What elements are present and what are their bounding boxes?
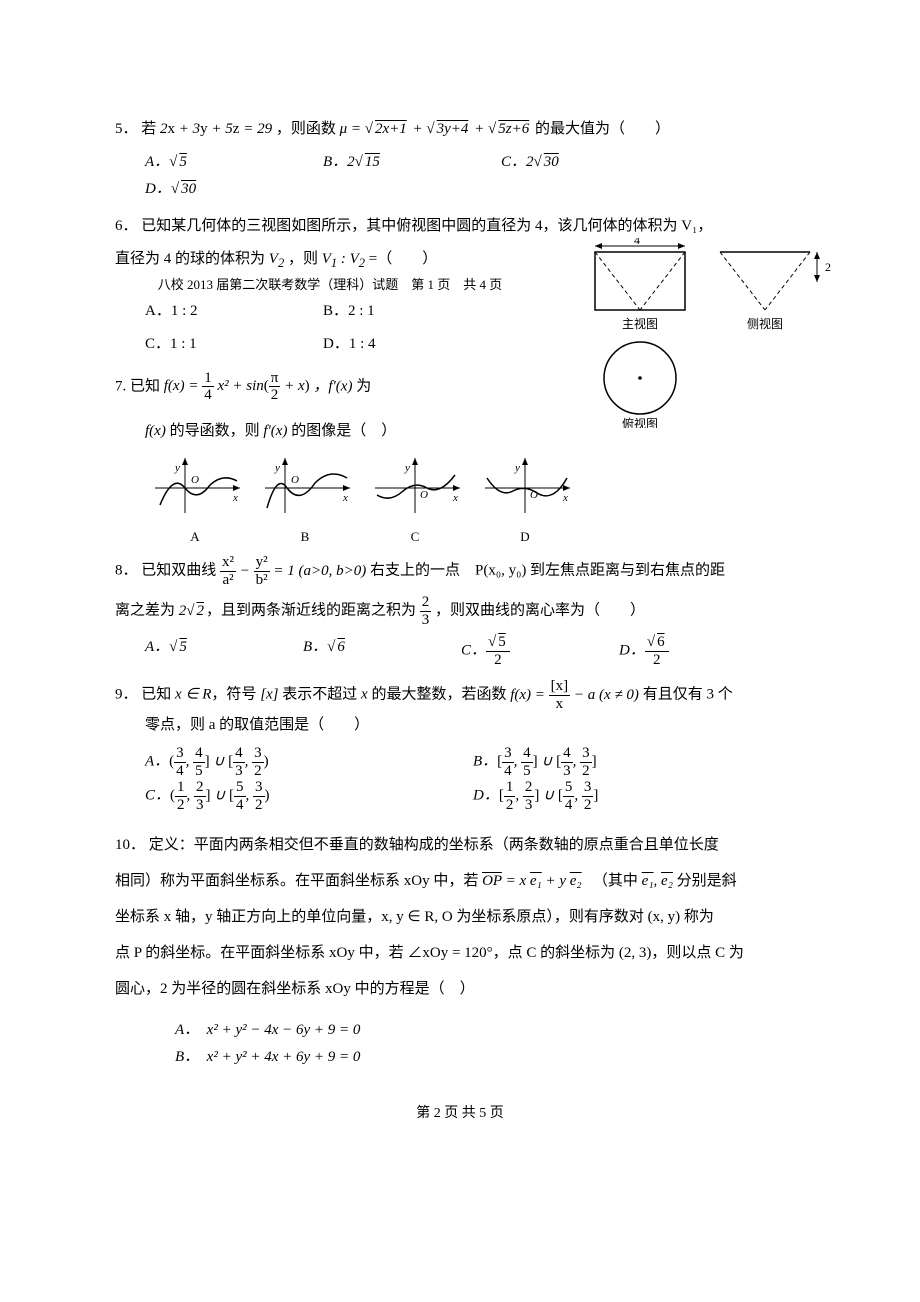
q9-C: C．(12, 23] ∪ [54, 32) [145,779,473,813]
q5-stem-post: 的最大值为（ ） [535,121,670,137]
question-6: 6． 已知某几何体的三视图如图所示，其中俯视图中圆的直径为 4，该几何体的体积为… [115,213,805,240]
q7-graph-C: y O x C [365,453,465,548]
q9-B: B．[34, 45] ∪ [43, 32] [473,745,801,779]
q10-op: OP = x e₁ + y e₂ [482,873,582,889]
q5-A: A．√5 [145,149,323,176]
q10-A: A． x² + y² − 4x − 6y + 9 = 0 [175,1017,503,1044]
q5-stem-mid: ，则函数 [276,121,340,137]
q6-num: 6． [115,218,138,234]
top-label: 俯视图 [622,416,658,428]
q8-B: B．√6 [303,634,461,668]
svg-text:y: y [174,462,180,474]
q6-stem2c: =（ ） [369,251,437,267]
q7-A-label: A [145,525,245,548]
q6-stem2b: ，则 [288,251,322,267]
q7-C-label: C [365,525,465,548]
q9-c: 零点，则 a 的取值范围是（ ） [145,712,805,739]
q10-num: 10． [115,837,145,853]
q7-graph-D: y O x D [475,453,575,548]
q6-D: D．1 : 4 [323,331,501,358]
svg-text:y: y [514,462,520,474]
q5-B: B．2√15 [323,149,501,176]
q10-p2b: （其中 e₁, e₂ 分别是斜 [585,873,736,889]
q6-C: C．1 : 1 [145,331,323,358]
q9-options: A．(34, 45] ∪ [43, 32) B．[34, 45] ∪ [43, … [145,745,805,813]
q9-D: D．[12, 23] ∪ [54, 32] [473,779,801,813]
question-10: 10． 定义：平面内两条相交但不垂直的数轴构成的坐标系（两条数轴的原点重合且单位… [115,827,805,1007]
q5-mu: μ = √2x+1 + √3y+4 + √5z+6 [340,121,532,137]
q7-D-label: D [475,525,575,548]
question-5: 5． 若 2x + 3y + 5z = 29 ，则函数 μ = √2x+1 + … [115,116,805,143]
q8-b: 右支上的一点 P(x₀, y₀) 到左焦点距离与到右焦点的距 [370,563,725,579]
q8-eq: x²a² − y²b² = 1 (a>0, b>0) [220,563,370,579]
q9-num: 9． [115,687,138,703]
q8-C: C．√52 [461,634,619,668]
page-header-note: 八校 2013 届第二次联考数学（理科）试题 第 1 页 共 4 页 [115,273,545,296]
svg-text:x: x [342,492,348,504]
dim-4: 4 [634,238,640,247]
q10-p1: 定义：平面内两条相交但不垂直的数轴构成的坐标系（两条数轴的原点重合且单位长度 [149,837,719,853]
svg-text:O: O [420,489,428,501]
q7-b2: 为 [356,378,371,394]
side-label: 侧视图 [747,316,783,331]
q9-fx: f(x) = [x]x − a (x ≠ 0) [510,687,639,703]
question-9: 9． 已知 x ∈ R，符号 [x] 表示不超过 x 的最大整数，若函数 f(x… [115,678,805,739]
q8-2b: ，则双曲线的离心率为（ ） [435,603,645,619]
q9-a: 已知 x ∈ R，符号 [x] 表示不超过 x 的最大整数，若函数 [141,687,510,703]
q8-2a: 离之差为 2√2，且到两条渐近线的距离之积为 [115,603,420,619]
svg-text:y: y [404,462,410,474]
page-footer: 第 2 页 共 5 页 [115,1101,805,1126]
q9-b: 有且仅有 3 个 [643,687,733,703]
q10-p3: 坐标系 x 轴，y 轴正方向上的单位向量，x, y ∈ R, O 为坐标系原点）… [115,909,714,925]
q8-a: 已知双曲线 [141,563,220,579]
q5-D: D．√30 [145,176,323,203]
q10-p4: 点 P 的斜坐标。在平面斜坐标系 xOy 中，若 ∠xOy = 120°，点 C… [115,945,744,961]
q8-A: A．√5 [145,634,303,668]
svg-text:x: x [562,492,568,504]
q10-p5: 圆心，2 为半径的圆在斜坐标系 xOy 中的方程是（ ） [115,981,475,997]
q5-num: 5． [115,121,138,137]
q6-stem2a: 直径为 4 的球的体积为 [115,251,269,267]
q5-stem-pre: 若 [141,121,160,137]
q9-A: A．(34, 45] ∪ [43, 32) [145,745,473,779]
q7-graphs: y O x A y O x B y O x C [145,453,805,548]
q7-graph-B: y O x B [255,453,355,548]
three-view-svg: 4 主视图 2 侧视图 俯视图 [580,238,835,428]
question-8: 8． 已知双曲线 x²a² − y²b² = 1 (a>0, b>0) 右支上的… [115,554,805,588]
q7-a: 已知 [130,378,164,394]
q6-v2: V2 [269,251,284,267]
q6-ratio: V1 : V2 [322,251,365,267]
q7-B-label: B [255,525,355,548]
q5-options: A．√5 B．2√15 C．2√30 D．√30 [145,149,805,203]
q6-figure: 4 主视图 2 侧视图 俯视图 [580,238,835,436]
q8-line2: 离之差为 2√2，且到两条渐近线的距离之积为 23 ，则双曲线的离心率为（ ） [115,594,805,628]
q8-D: D．√62 [619,634,777,668]
q8-num: 8． [115,563,138,579]
q10-p2a: 相同）称为平面斜坐标系。在平面斜坐标系 xOy 中，若 [115,873,482,889]
q10-options: A． x² + y² − 4x − 6y + 9 = 0 B． x² + y² … [175,1017,805,1071]
svg-text:y: y [274,462,280,474]
q10-B: B． x² + y² + 4x + 6y + 9 = 0 [175,1044,503,1071]
dim-2: 2 [825,260,831,274]
q6-body: 4 主视图 2 侧视图 俯视图 直径为 [115,246,805,445]
q7-graph-A: y O x A [145,453,245,548]
q7-fx: f(x) = 14 x² + sin(π2 + x) [164,378,314,394]
q6-stem1: 已知某几何体的三视图如图所示，其中俯视图中圆的直径为 4，该几何体的体积为 V₁… [141,218,712,234]
svg-text:O: O [291,474,299,486]
q6-A: A．1 : 2 [145,298,323,325]
q7-b: ，f′(x) [313,378,352,394]
q5-C: C．2√30 [501,149,679,176]
q5-cond: 2x + 3y + 5z = 29 [160,121,272,137]
q6-B: B．2 : 1 [323,298,501,325]
svg-text:x: x [452,492,458,504]
svg-text:x: x [232,492,238,504]
front-label: 主视图 [622,316,658,331]
q8-options: A．√5 B．√6 C．√52 D．√62 [145,634,805,668]
svg-text:O: O [191,474,199,486]
q7-num: 7. [115,378,126,394]
